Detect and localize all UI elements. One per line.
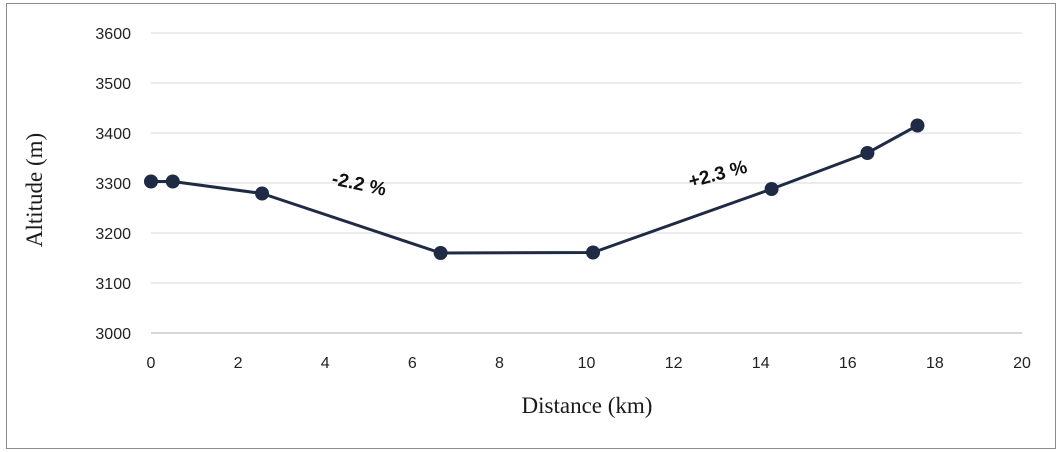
y-tick-label: 3000 xyxy=(95,326,131,343)
x-tick-label: 8 xyxy=(495,355,504,372)
data-point xyxy=(764,182,779,196)
y-tick-label: 3200 xyxy=(95,226,131,243)
axis-layer: 3000 3100 3200 3300 3400 3500 3600 0 2 4 6 8 10 12 14 1… xyxy=(95,26,1031,372)
x-tick-label: 4 xyxy=(321,355,330,372)
y-tick-label: 3500 xyxy=(95,76,131,93)
series-line xyxy=(149,124,919,255)
x-tick-label: 0 xyxy=(147,355,156,372)
x-tick-label: 14 xyxy=(752,355,770,372)
x-tick-label: 18 xyxy=(926,355,944,372)
grid-layer xyxy=(151,32,1022,284)
x-tick-label: 10 xyxy=(578,355,596,372)
y-tick-label: 3100 xyxy=(95,276,131,293)
annotation-layer: -2.2 % +2.3 % xyxy=(330,157,750,201)
chart-frame xyxy=(6,3,1056,449)
y-tick-label: 3400 xyxy=(95,126,131,143)
data-point xyxy=(144,174,158,189)
y-tick-label: 3600 xyxy=(95,26,131,43)
slope-annotation: -2.2 % xyxy=(330,169,388,201)
data-point xyxy=(433,246,448,260)
x-tick-label: 20 xyxy=(1013,355,1031,372)
data-point xyxy=(910,118,925,133)
data-point xyxy=(586,245,601,260)
slope-annotation: +2.3 % xyxy=(686,157,749,193)
x-tick-label: 2 xyxy=(234,355,243,372)
x-tick-label: 6 xyxy=(408,355,417,372)
data-point xyxy=(165,174,180,189)
x-tick-label: 16 xyxy=(839,355,857,372)
y-tick-label: 3300 xyxy=(95,176,131,193)
data-point xyxy=(860,146,875,160)
data-point xyxy=(255,186,270,201)
series-layer xyxy=(144,118,925,260)
x-tick-label: 12 xyxy=(665,355,683,372)
y-axis-title: Altitude (m) xyxy=(22,133,47,247)
x-axis-title: Distance (km) xyxy=(522,393,653,418)
